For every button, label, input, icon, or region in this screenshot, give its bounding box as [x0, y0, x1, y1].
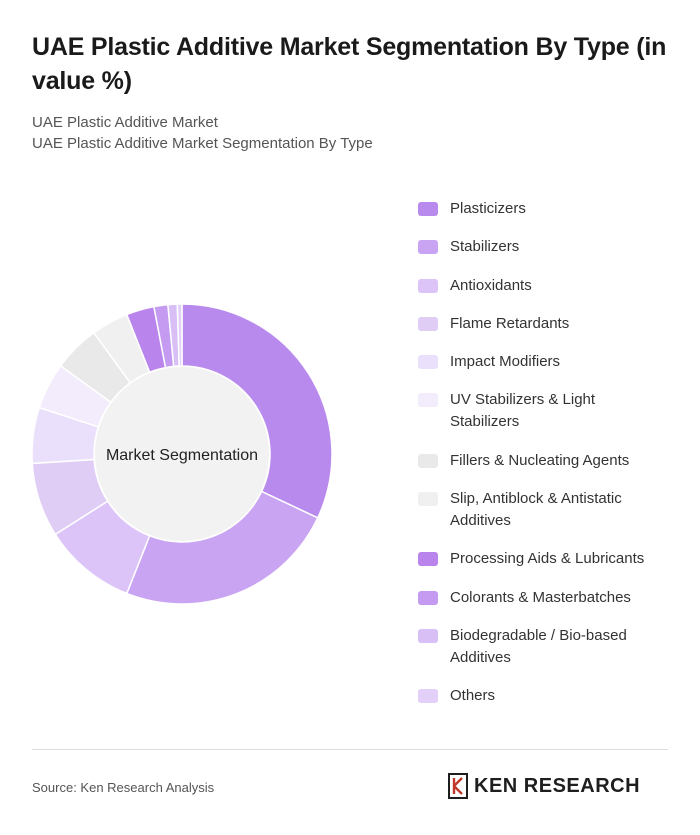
breadcrumb-segmentation[interactable]: UAE Plastic Additive Market Segmentation…: [32, 135, 373, 152]
legend-swatch: [418, 316, 438, 331]
legend-swatch: [418, 552, 438, 567]
legend-item[interactable]: Others: [418, 685, 658, 707]
legend-item[interactable]: Plasticizers: [418, 198, 658, 220]
ken-research-logo: KEN RESEARCH: [448, 773, 640, 799]
legend-label: Others: [450, 687, 496, 705]
legend-swatch: [418, 355, 438, 370]
legend-item[interactable]: UV Stabilizers & Light Stabilizers: [418, 389, 658, 433]
legend-item[interactable]: Antioxidants: [418, 275, 658, 297]
legend-item[interactable]: Flame Retardants: [418, 313, 658, 335]
slice-others[interactable]: [176, 303, 183, 367]
legend-label: UV Stabilizers & Light Stabilizers: [450, 391, 596, 431]
legend-swatch: [418, 590, 438, 605]
legend-label: Stabilizers: [450, 238, 520, 256]
legend-swatch: [418, 689, 438, 704]
legend-swatch: [418, 278, 438, 293]
legend-label: Antioxidants: [450, 276, 532, 294]
source-note: Source: Ken Research Analysis: [32, 780, 215, 795]
legend-swatch: [418, 453, 438, 468]
legend-label: Colorants & Masterbatches: [450, 588, 631, 606]
legend-swatch: [418, 628, 438, 643]
legend-item[interactable]: Impact Modifiers: [418, 351, 658, 373]
legend-swatch: [418, 240, 438, 255]
donut-chart: Market Segmentation: [31, 303, 333, 605]
legend-swatch: [418, 492, 438, 507]
legend-item[interactable]: Colorants & Masterbatches: [418, 587, 658, 609]
legend-item[interactable]: Slip, Antiblock & Antistatic Additives: [418, 488, 658, 532]
slice-stabilizers[interactable]: [125, 490, 319, 605]
footer-divider: [32, 749, 668, 750]
legend-item[interactable]: Fillers & Nucleating Agents: [418, 450, 658, 472]
donut-center-label: Market Segmentation: [106, 447, 258, 464]
slice-plasticizers[interactable]: [181, 303, 333, 519]
legend-label: Plasticizers: [450, 200, 526, 217]
ken-research-logo-icon: [448, 773, 468, 799]
chart-legend: Plasticizers Stabilizers Antioxidants Flame…: [418, 198, 658, 707]
legend-label: Biodegradable / Bio-based Additives: [450, 626, 627, 666]
legend-label: Processing Aids & Lubricants: [450, 550, 645, 568]
ken-research-logo-text: KEN RESEARCH: [474, 774, 641, 797]
legend-item[interactable]: Biodegradable / Bio-based Additives: [418, 625, 658, 669]
legend-label: Impact Modifiers: [450, 353, 561, 371]
chart-title: UAE Plastic Additive Market Segmentation…: [32, 33, 667, 95]
legend-label: Slip, Antiblock & Antistatic Additives: [450, 490, 622, 530]
breadcrumb-market[interactable]: UAE Plastic Additive Market: [32, 114, 218, 131]
legend-label: Fillers & Nucleating Agents: [450, 451, 630, 469]
legend-swatch: [418, 202, 438, 216]
donut-center: [95, 367, 269, 541]
legend-label: Flame Retardants: [450, 314, 570, 332]
legend-item[interactable]: Processing Aids & Lubricants: [418, 548, 658, 570]
legend-swatch: [418, 393, 438, 408]
legend-item[interactable]: Stabilizers: [418, 236, 658, 258]
